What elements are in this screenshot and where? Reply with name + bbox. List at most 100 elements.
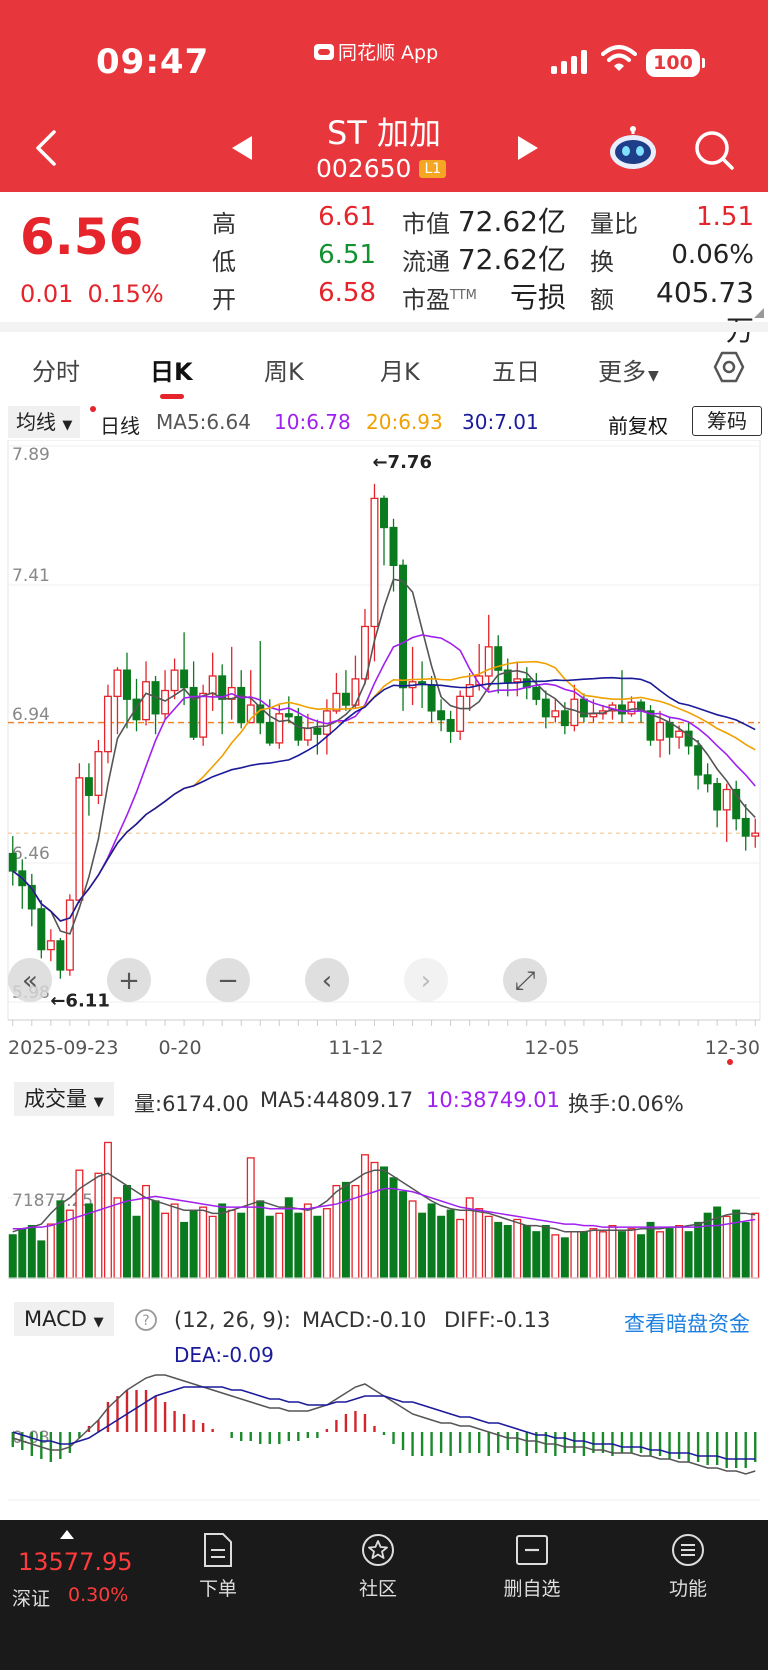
candle <box>265 721 274 744</box>
chevron-down-icon: ▼ <box>93 1315 104 1330</box>
tab-more[interactable]: 更多 ▼ <box>598 352 659 387</box>
zoom-out-icon[interactable]: − <box>206 958 250 1002</box>
adjust-toggle[interactable]: 前复权 <box>608 414 668 438</box>
svg-text:⤢: ⤢ <box>515 966 536 996</box>
search-icon[interactable] <box>692 128 736 172</box>
volume-bar <box>722 1215 731 1279</box>
volume-bar <box>103 1141 112 1279</box>
tab-intraday[interactable]: 分时 <box>32 358 80 386</box>
volume-bar <box>656 1231 665 1279</box>
index-percent: 0.30% <box>68 1584 129 1606</box>
volume-bar <box>189 1209 198 1279</box>
fullscreen-icon[interactable]: ⤢ <box>503 958 547 1002</box>
tab-five-day[interactable]: 五日 <box>492 358 540 386</box>
volume-value-label: 量:6174.00 <box>134 1092 249 1116</box>
volume-bar <box>608 1224 617 1279</box>
candle <box>541 698 550 718</box>
diff-line <box>12 1374 756 1475</box>
candle <box>246 704 255 724</box>
zoom-collapse-icon[interactable]: « <box>8 958 52 1002</box>
menu-circle-icon <box>672 1534 704 1566</box>
volume-bar <box>551 1234 560 1279</box>
volume-bar <box>637 1234 645 1279</box>
assistant-robot-icon[interactable] <box>608 126 658 170</box>
expand-corner-icon[interactable] <box>754 308 764 318</box>
volume-bar <box>694 1221 703 1279</box>
candlestick-chart[interactable]: 7.897.416.946.465.98←7.76←6.11«+−‹›⤢2025… <box>0 440 768 1080</box>
chips-button[interactable]: 筹码 <box>692 406 762 436</box>
candle <box>65 899 74 971</box>
volume-bar <box>284 1197 293 1279</box>
candle <box>132 698 141 721</box>
prev-stock-icon[interactable] <box>230 134 254 162</box>
volume-bar <box>427 1203 436 1279</box>
ma5-line <box>12 578 756 935</box>
candle <box>532 686 541 700</box>
volume-ma10-label: 10:38749.01 <box>426 1088 560 1112</box>
order-label: 下单 <box>198 1578 237 1600</box>
volume-bar <box>741 1221 750 1279</box>
float-value: 72.62亿 <box>457 243 566 276</box>
max-price-annotation: ←7.76 <box>372 452 432 473</box>
help-icon[interactable]: ? <box>134 1308 158 1332</box>
y-tick-label: 6.94 <box>12 705 50 725</box>
remove-watchlist-label: 删自选 <box>503 1578 561 1600</box>
candle <box>751 832 760 837</box>
next-stock-icon[interactable] <box>516 134 540 162</box>
volume-bar <box>18 1228 27 1279</box>
dark-pool-link[interactable]: 查看暗盘资金 <box>624 1312 750 1336</box>
tab-daily-k[interactable]: 日K <box>150 358 193 386</box>
volume-bar <box>418 1212 427 1279</box>
tab-monthly-k[interactable]: 月K <box>380 358 420 386</box>
volume-select[interactable]: 成交量 ▼ <box>14 1082 114 1116</box>
candle <box>560 710 569 727</box>
scroll-left-icon[interactable]: ‹ <box>305 958 349 1002</box>
ma10-label: 10:6.78 <box>274 410 351 434</box>
community-button[interactable]: 社区 <box>328 1532 428 1601</box>
candle <box>75 777 84 901</box>
candle <box>513 678 522 683</box>
back-icon[interactable] <box>32 128 60 168</box>
volume-bar <box>446 1209 455 1279</box>
candle <box>360 625 369 680</box>
zoom-in-icon[interactable]: + <box>107 958 151 1002</box>
macd-value-label: MACD:-0.10 <box>302 1308 427 1332</box>
candle <box>446 718 455 732</box>
volume-select-label: 成交量 <box>24 1087 87 1111</box>
functions-button[interactable]: 功能 <box>638 1532 738 1601</box>
volume-bar <box>265 1215 274 1279</box>
candle <box>456 695 465 732</box>
notify-dot <box>90 406 96 412</box>
candle <box>113 669 122 697</box>
volume-bar <box>503 1224 512 1279</box>
candle <box>27 884 36 910</box>
macd-header: MACD ▼ ? (12, 26, 9): MACD:-0.10 DIFF:-0… <box>0 1300 768 1340</box>
svg-text:?: ? <box>142 1313 149 1329</box>
volume-bar <box>627 1228 636 1279</box>
candle <box>503 669 512 683</box>
indicator-select[interactable]: 均线 ▼ <box>8 406 81 438</box>
section-divider <box>0 322 768 332</box>
x-tick-label: 12-30 <box>705 1037 760 1059</box>
index-value: 13577.95 <box>18 1548 133 1576</box>
ma10-line <box>12 634 756 922</box>
candle <box>427 684 436 712</box>
volume-bar <box>513 1218 522 1279</box>
settings-hexagon-icon[interactable] <box>712 350 746 384</box>
index-ticker[interactable]: 13577.95 深证 0.30% <box>0 1520 150 1630</box>
candle <box>46 940 55 951</box>
macd-chart: DEA:-0.090.03 <box>8 1343 760 1501</box>
candle <box>94 751 103 796</box>
macd-select[interactable]: MACD ▼ <box>14 1302 114 1336</box>
remove-watchlist-button[interactable]: 删自选 <box>482 1532 582 1601</box>
volume-bar <box>646 1221 655 1279</box>
volume-bar <box>8 1234 17 1279</box>
order-button[interactable]: 下单 <box>168 1532 268 1601</box>
period-tabs: 分时 日K 周K 月K 五日 更多 ▼ <box>0 332 768 402</box>
turnover-value: 0.06% <box>671 240 754 270</box>
turnover-label: 换 <box>590 248 614 276</box>
vol-ratio-label: 量比 <box>590 210 638 238</box>
scroll-right-icon[interactable]: › <box>404 958 448 1002</box>
volume-bar <box>227 1209 236 1279</box>
tab-weekly-k[interactable]: 周K <box>264 358 304 386</box>
